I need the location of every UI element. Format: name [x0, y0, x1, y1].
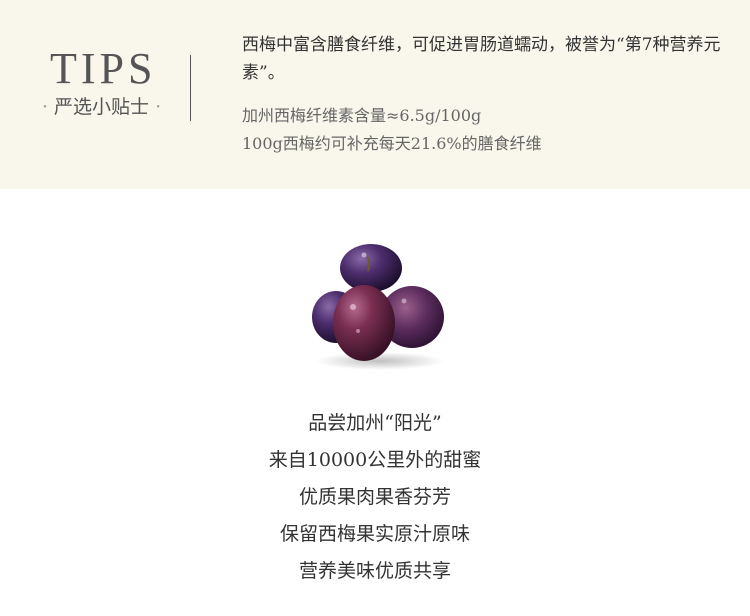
fact-fiber-content: 加州西梅纤维素含量≈6.5g/100g	[242, 106, 482, 125]
slogan-line-5: 营养美味优质共享	[298, 560, 451, 582]
fact-daily-fiber: 100g西梅约可补充每天21.6%的膳食纤维	[242, 134, 542, 153]
vertical-divider	[190, 55, 191, 121]
subtitle-dot-right: ·	[155, 96, 162, 118]
plums-photo	[312, 244, 444, 370]
slogan-line-2: 来自10000公里外的甜蜜	[268, 449, 482, 471]
tips-facts: 加州西梅纤维素含量≈6.5g/100g 100g西梅约可补充每天21.6%的膳食…	[242, 102, 722, 158]
slogan-line-3: 优质果肉果香芬芳	[298, 486, 451, 508]
tips-subtitle: · 严选小贴士 ·	[36, 96, 167, 118]
tips-banner: TIPS · 严选小贴士 · 西梅中富含膳食纤维，可促进胃肠道蠕动，被誉为“第7种营…	[0, 0, 750, 189]
tips-main-text: 西梅中富含膳食纤维，可促进胃肠道蠕动，被誉为“第7种营养元素”。	[242, 35, 721, 83]
slogan-block: 品尝加州“阳光” 来自10000公里外的甜蜜 优质果肉果香芬芳 保留西梅果实原汁…	[0, 405, 750, 590]
tips-title: TIPS	[50, 44, 157, 93]
slogan-line-1: 品尝加州“阳光”	[308, 412, 442, 434]
slogan-line-4: 保留西梅果实原汁原味	[279, 523, 470, 545]
tips-subtitle-text: 严选小贴士	[54, 96, 150, 118]
subtitle-dot-left: ·	[42, 96, 49, 118]
